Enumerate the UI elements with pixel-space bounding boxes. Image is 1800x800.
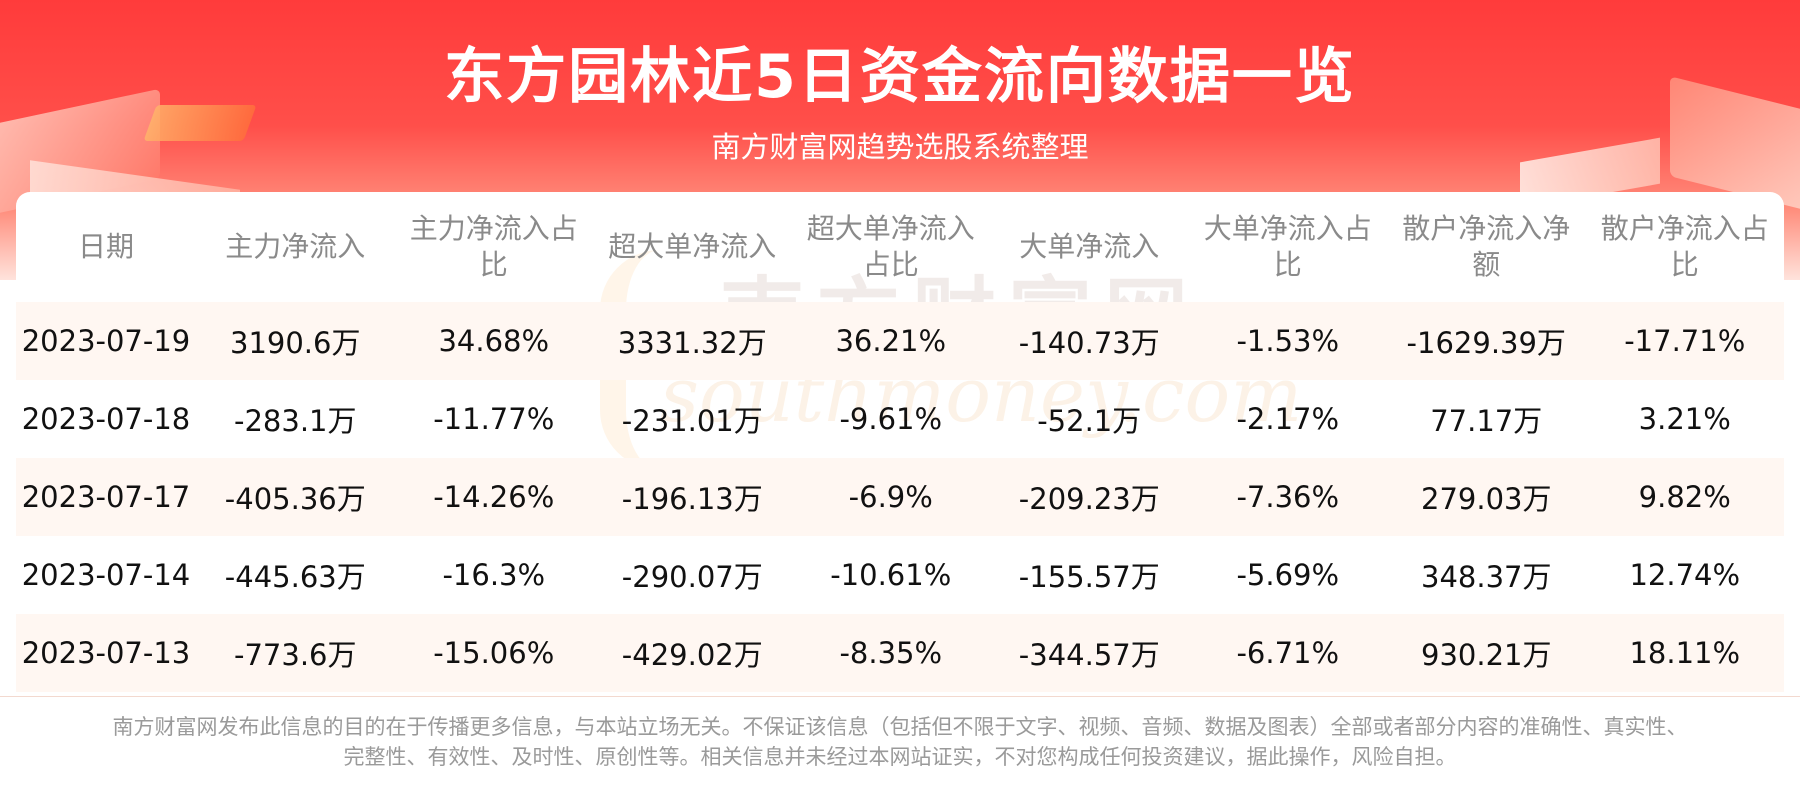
- value-cell: -344.57万: [990, 614, 1189, 692]
- page-title: 东方园林近5日资金流向数据一览: [444, 42, 1356, 112]
- value-cell: -52.1万: [1037, 404, 1142, 438]
- fund-flow-table: 日期 主力净流入 主力净流入占比 超大单净流入 超大单净流入占比 大单净流入 大单净流入占比…: [16, 192, 1784, 692]
- table-card: [16, 192, 1784, 696]
- table-row: 2023-07-17 -405.36万 -14.26% -196.13万 -6.9% -2…: [16, 458, 1784, 536]
- value-cell: 348.37万: [1421, 560, 1552, 594]
- table-row: 2023-07-19 3190.6万 34.68% 3331.32万 36.21% -14…: [16, 302, 1784, 380]
- value-cell: 77.17万: [1430, 404, 1543, 438]
- value-cell: -773.6万: [196, 614, 395, 692]
- column-header: 超大单净流入: [608, 230, 777, 263]
- value-cell: -209.23万: [990, 458, 1189, 536]
- value-cell: -140.73万: [990, 302, 1189, 380]
- value-cell: -290.07万: [621, 560, 763, 594]
- column-header: 散户净流入占比: [1600, 212, 1769, 281]
- value-cell: -445.63万: [224, 560, 366, 594]
- value-cell: 930.21万: [1387, 614, 1586, 692]
- value-cell: -14.26%: [394, 458, 593, 536]
- table-header-row: 日期 主力净流入 主力净流入占比 超大单净流入 超大单净流入占比 大单净流入 大单净流入占比…: [16, 192, 1784, 302]
- value-cell: -11.77%: [433, 402, 555, 436]
- column-header: 超大单净流入占比: [806, 212, 975, 281]
- column-header: 大单净流入: [1019, 230, 1160, 263]
- value-cell: -6.9%: [791, 458, 990, 536]
- value-cell: 3.21%: [1638, 402, 1731, 436]
- date-cell: 2023-07-19: [16, 302, 196, 380]
- column-header: 主力净流入占比: [409, 212, 578, 281]
- page-subtitle: 南方财富网趋势选股系统整理: [711, 130, 1089, 164]
- value-cell: -5.69%: [1236, 558, 1340, 592]
- divider: [0, 696, 1800, 697]
- value-cell: -6.71%: [1188, 614, 1387, 692]
- table-row: 2023-07-18 -283.1万 -11.77% -231.01万 -9.61% -5…: [16, 380, 1784, 458]
- disclaimer: 南方财富网发布此信息的目的在于传播更多信息，与本站立场无关。不保证该信息（包括但…: [60, 712, 1740, 772]
- value-cell: 279.03万: [1387, 458, 1586, 536]
- table-body: 2023-07-19 3190.6万 34.68% 3331.32万 36.21% -14…: [16, 302, 1784, 692]
- disclaimer-line: 南方财富网发布此信息的目的在于传播更多信息，与本站立场无关。不保证该信息（包括但…: [112, 715, 1688, 739]
- value-cell: -8.35%: [791, 614, 990, 692]
- column-header: 大单净流入占比: [1203, 212, 1372, 281]
- value-cell: -15.06%: [394, 614, 593, 692]
- value-cell: -283.1万: [234, 404, 357, 438]
- value-cell: -196.13万: [593, 458, 792, 536]
- value-cell: -155.57万: [1018, 560, 1160, 594]
- value-cell: -9.61%: [839, 402, 943, 436]
- value-cell: -10.61%: [830, 558, 952, 592]
- value-cell: -405.36万: [196, 458, 395, 536]
- disclaimer-line: 完整性、有效性、及时性、原创性等。相关信息并未经过本网站证实，不对您构成任何投资…: [343, 745, 1457, 769]
- value-cell: 9.82%: [1585, 458, 1784, 536]
- value-cell: -17.71%: [1585, 302, 1784, 380]
- value-cell: 36.21%: [791, 302, 990, 380]
- column-header: 日期: [77, 230, 134, 263]
- date-cell: 2023-07-18: [21, 402, 191, 436]
- table-row: 2023-07-13 -773.6万 -15.06% -429.02万 -8.35% -3…: [16, 614, 1784, 692]
- value-cell: 12.74%: [1629, 558, 1741, 592]
- value-cell: -1629.39万: [1387, 302, 1586, 380]
- value-cell: 3331.32万: [593, 302, 792, 380]
- value-cell: -429.02万: [593, 614, 792, 692]
- value-cell: -2.17%: [1236, 402, 1340, 436]
- value-cell: 3190.6万: [196, 302, 395, 380]
- date-cell: 2023-07-17: [16, 458, 196, 536]
- value-cell: -16.3%: [442, 558, 546, 592]
- table-row: 2023-07-14 -445.63万 -16.3% -290.07万 -10.61% -…: [16, 536, 1784, 614]
- value-cell: 18.11%: [1585, 614, 1784, 692]
- date-cell: 2023-07-13: [16, 614, 196, 692]
- value-cell: 34.68%: [394, 302, 593, 380]
- date-cell: 2023-07-14: [21, 558, 191, 592]
- value-cell: -231.01万: [621, 404, 763, 438]
- column-header: 主力净流入: [225, 230, 366, 263]
- value-cell: -1.53%: [1188, 302, 1387, 380]
- value-cell: -7.36%: [1188, 458, 1387, 536]
- column-header: 散户净流入净额: [1402, 212, 1571, 281]
